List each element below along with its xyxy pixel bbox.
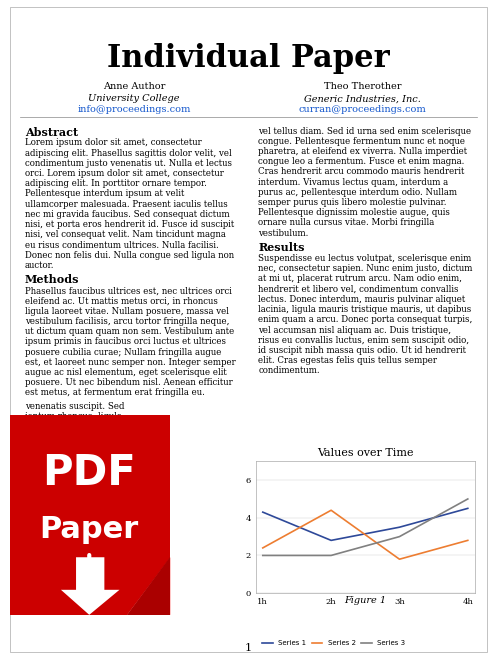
- Text: Abstract: Abstract: [25, 127, 78, 138]
- Text: orci. Lorem ipsum dolor sit amet, consectetur: orci. Lorem ipsum dolor sit amet, consec…: [25, 169, 224, 178]
- Text: et, consectetur: et, consectetur: [25, 497, 90, 506]
- Text: vestibulum.: vestibulum.: [258, 229, 309, 238]
- Text: Paper: Paper: [40, 515, 139, 544]
- Text: eu risus condimentum ultrices. Nulla facilisi.: eu risus condimentum ultrices. Nulla fac…: [25, 241, 219, 250]
- Text: nisi, et porta eros hendrerit id. Fusce id suscipit: nisi, et porta eros hendrerit id. Fusce …: [25, 220, 234, 229]
- Text: Suspendisse eu lectus volutpat, scelerisque enim: Suspendisse eu lectus volutpat, sceleris…: [258, 254, 472, 263]
- Text: enim quam a arcu. Donec porta consequat turpis,: enim quam a arcu. Donec porta consequat …: [258, 315, 473, 324]
- Text: adipiscing elit. Phasellus sagittis dolor velit, vel: adipiscing elit. Phasellus sagittis dolo…: [25, 148, 232, 158]
- Text: Pellentesque dignissim molestie augue, quis: Pellentesque dignissim molestie augue, q…: [258, 208, 450, 217]
- Text: condimentum justo venenatis ut. Nulla et lectus: condimentum justo venenatis ut. Nulla et…: [25, 159, 232, 168]
- Text: vestibulum facilisis, arcu tortor fringilla neque,: vestibulum facilisis, arcu tortor fringi…: [25, 317, 229, 326]
- Text: ipsum primis in faucibus orci luctus et ultrices: ipsum primis in faucibus orci luctus et …: [25, 337, 226, 347]
- Text: Pellentesque interdum ipsum at velit: Pellentesque interdum ipsum at velit: [25, 189, 184, 198]
- Text: at mi ut, placerat rutrum arcu. Nam odio enim,: at mi ut, placerat rutrum arcu. Nam odio…: [258, 274, 462, 283]
- Text: ipsum primis in: ipsum primis in: [25, 463, 92, 473]
- Text: Theo Therother: Theo Therother: [324, 82, 402, 92]
- Text: vel accumsan nisl aliquam ac. Duis tristique,: vel accumsan nisl aliquam ac. Duis trist…: [258, 326, 452, 335]
- Text: interdum. Vivamus lectus quam, interdum a: interdum. Vivamus lectus quam, interdum …: [258, 177, 449, 186]
- Text: lectus. Donec interdum, mauris pulvinar aliquet: lectus. Donec interdum, mauris pulvinar …: [258, 295, 466, 304]
- Text: vel tellus diam. Sed id urna sed enim scelerisque: vel tellus diam. Sed id urna sed enim sc…: [258, 127, 472, 136]
- Text: ssectetur diam dui: ssectetur diam dui: [25, 422, 105, 432]
- Polygon shape: [61, 558, 119, 615]
- Title: Values over Time: Values over Time: [317, 447, 414, 458]
- Text: Phasellus faucibus ultrices est, nec ultrices orci: Phasellus faucibus ultrices est, nec ult…: [25, 286, 232, 295]
- Text: PDF: PDF: [42, 452, 136, 494]
- Polygon shape: [127, 558, 170, 615]
- Legend: Series 1, Series 2, Series 3: Series 1, Series 2, Series 3: [259, 637, 408, 649]
- Text: elit. Cras egestas felis quis tellus semper: elit. Cras egestas felis quis tellus sem…: [258, 356, 437, 365]
- Text: ornare nulla cursus vitae. Morbi fringilla: ornare nulla cursus vitae. Morbi fringil…: [258, 218, 435, 227]
- Text: Individual Paper: Individual Paper: [107, 43, 390, 74]
- Text: ut dictum quam quam non sem. Vestibulum ante: ut dictum quam quam non sem. Vestibulum …: [25, 327, 234, 336]
- Text: est, et laoreet nunc semper non. Integer semper: est, et laoreet nunc semper non. Integer…: [25, 358, 236, 367]
- Text: nec mi gravida faucibus. Sed consequat dictum: nec mi gravida faucibus. Sed consequat d…: [25, 210, 230, 219]
- Text: m urna accumsan: m urna accumsan: [25, 484, 101, 493]
- Text: curran@proceedings.com: curran@proceedings.com: [299, 105, 427, 115]
- Text: congue leo a fermentum. Fusce et enim magna.: congue leo a fermentum. Fusce et enim ma…: [258, 157, 465, 166]
- Text: Generic Industries, Inc.: Generic Industries, Inc.: [304, 94, 421, 103]
- Text: ullamcorper malesuada. Praesent iaculis tellus: ullamcorper malesuada. Praesent iaculis …: [25, 200, 228, 209]
- Text: Anne Author: Anne Author: [103, 82, 166, 92]
- Text: eleifend ac. Ut mattis metus orci, in rhoncus: eleifend ac. Ut mattis metus orci, in rh…: [25, 297, 218, 306]
- Text: Methods: Methods: [25, 274, 80, 285]
- Text: ientum rhoncus, ligula: ientum rhoncus, ligula: [25, 412, 122, 421]
- Text: adipiscing elit. In porttitor ornare tempor.: adipiscing elit. In porttitor ornare tem…: [25, 179, 207, 188]
- Text: posuere. Ut nec bibendum nisl. Aenean efficitur: posuere. Ut nec bibendum nisl. Aenean ef…: [25, 378, 233, 387]
- Text: varius augue. Aliquam: varius augue. Aliquam: [25, 507, 122, 517]
- Polygon shape: [127, 558, 170, 615]
- Text: mod nisl id gravida: mod nisl id gravida: [25, 432, 108, 442]
- Text: nisi, vel consequat velit. Nam tincidunt magna: nisi, vel consequat velit. Nam tincidunt…: [25, 230, 226, 239]
- Text: pharetra, at eleifend ex viverra. Nulla imperdiet: pharetra, at eleifend ex viverra. Nulla …: [258, 147, 468, 156]
- FancyBboxPatch shape: [10, 415, 170, 615]
- Text: augue ac nisl elementum, eget scelerisque elit: augue ac nisl elementum, eget scelerisqu…: [25, 368, 227, 377]
- Text: risus eu convallis luctus, enim sem suscipit odio,: risus eu convallis luctus, enim sem susc…: [258, 335, 470, 345]
- Text: entum aliquam eros ut: entum aliquam eros ut: [25, 453, 122, 462]
- Text: info@proceedings.com: info@proceedings.com: [78, 105, 191, 115]
- Text: Figure 1: Figure 1: [344, 596, 386, 606]
- FancyArrowPatch shape: [83, 555, 95, 600]
- Text: Cras hendrerit arcu commodo mauris hendrerit: Cras hendrerit arcu commodo mauris hendr…: [258, 167, 465, 177]
- Text: Results: Results: [258, 242, 305, 253]
- Text: auctor.: auctor.: [25, 261, 54, 270]
- Text: hendrerit et libero vel, condimentum convallis: hendrerit et libero vel, condimentum con…: [258, 285, 459, 294]
- Text: Donec non felis dui. Nulla congue sed ligula non: Donec non felis dui. Nulla congue sed li…: [25, 250, 234, 260]
- Text: est metus, at fermentum erat fringilla eu.: est metus, at fermentum erat fringilla e…: [25, 388, 205, 397]
- Text: University College: University College: [88, 94, 180, 103]
- Text: lacinia, ligula mauris tristique mauris, ut dapibus: lacinia, ligula mauris tristique mauris,…: [258, 305, 472, 314]
- Text: congue. Pellentesque fermentum nunc et noque: congue. Pellentesque fermentum nunc et n…: [258, 136, 465, 146]
- Text: venenatis suscipit. Sed: venenatis suscipit. Sed: [25, 402, 124, 411]
- Text: posuere cubilia curae; Nullam fringilla augue: posuere cubilia curae; Nullam fringilla …: [25, 347, 221, 357]
- Text: purus ac, pellentesque interdum odio. Nullam: purus ac, pellentesque interdum odio. Nu…: [258, 188, 457, 197]
- FancyBboxPatch shape: [10, 7, 487, 652]
- Text: as massa eu cuismod: as massa eu cuismod: [25, 443, 116, 452]
- Text: id suscipit nibh massa quis odio. Ut id hendrerit: id suscipit nibh massa quis odio. Ut id …: [258, 346, 467, 355]
- Text: Lorem ipsum dolor sit amet, consectetur: Lorem ipsum dolor sit amet, consectetur: [25, 138, 202, 148]
- Text: condimentum.: condimentum.: [258, 366, 320, 376]
- Text: nec, consectetur sapien. Nunc enim justo, dictum: nec, consectetur sapien. Nunc enim justo…: [258, 264, 473, 273]
- Text: 1: 1: [245, 643, 252, 652]
- Text: rces posuere cubilia: rces posuere cubilia: [25, 473, 112, 482]
- Text: ligula laoreet vitae. Nullam posuere, massa vel: ligula laoreet vitae. Nullam posuere, ma…: [25, 306, 229, 316]
- Text: semper purus quis libero molestie pulvinar.: semper purus quis libero molestie pulvin…: [258, 198, 447, 207]
